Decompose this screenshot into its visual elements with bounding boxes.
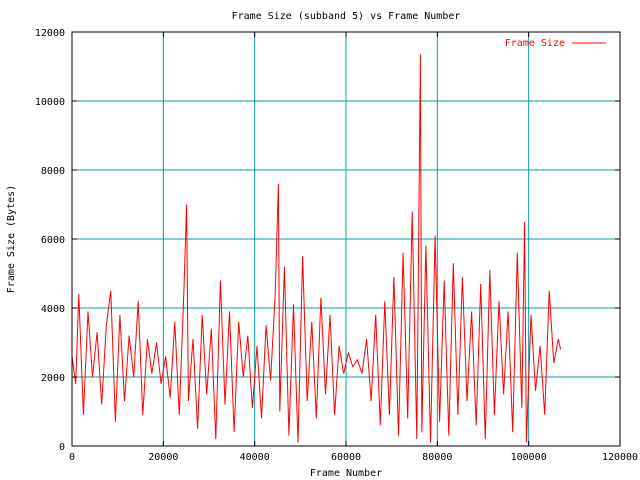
legend-label: Frame Size [505,38,565,49]
legend: Frame Size [505,38,606,49]
y-tick-label: 4000 [41,304,65,315]
x-tick-label: 100000 [511,452,547,463]
y-tick-label: 2000 [41,373,65,384]
x-tick-label: 0 [69,452,75,463]
y-tick-label: 6000 [41,235,65,246]
ticks: 0 20000 40000 60000 80000 100000 120000 0 2000 40… [35,28,638,463]
x-tick-label: 20000 [148,452,178,463]
x-tick-label: 60000 [331,452,361,463]
chart-title: Frame Size (subband 5) vs Frame Number [232,11,461,22]
x-tick-label: 40000 [240,452,270,463]
y-tick-label: 0 [59,442,65,453]
y-tick-label: 12000 [35,28,65,39]
series-line-1 [71,54,562,443]
x-axis-label: Frame Number [310,468,382,479]
y-tick-label: 8000 [41,166,65,177]
series-layer [71,54,562,443]
x-tick-label: 120000 [602,452,638,463]
y-axis-label: Frame Size (Bytes) [6,185,17,293]
grid [72,32,620,446]
y-tick-label: 10000 [35,97,65,108]
x-tick-label: 80000 [422,452,452,463]
